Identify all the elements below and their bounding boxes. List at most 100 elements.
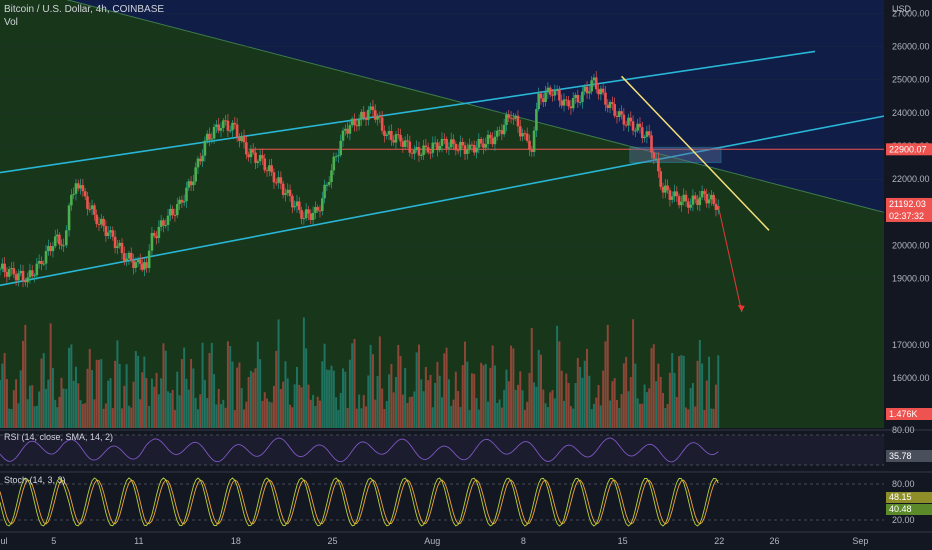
candle-body	[70, 194, 73, 206]
volume-bar	[526, 401, 529, 428]
volume-bar	[606, 324, 609, 428]
candle-body	[486, 134, 490, 145]
volume-bar	[369, 344, 372, 428]
candle-body	[537, 93, 540, 110]
volume-bar	[544, 403, 547, 428]
candle-body	[302, 218, 306, 220]
volume-bar	[217, 389, 220, 428]
candle-body	[569, 106, 573, 109]
candle-body	[634, 130, 637, 132]
candle-body	[263, 158, 267, 171]
volume-tick-label: 17000.00	[892, 340, 930, 350]
volume-bar	[312, 394, 315, 428]
price-tick-label: 22000.00	[892, 174, 930, 184]
volume-bar	[24, 324, 27, 428]
volume-bar	[406, 402, 409, 428]
volume-bar	[192, 368, 195, 428]
candle-body	[10, 268, 13, 270]
candle-body	[583, 86, 587, 92]
candle-body	[599, 88, 603, 95]
candle-body	[410, 152, 414, 154]
candle-body	[339, 140, 343, 156]
candle-body	[387, 130, 391, 135]
volume-bar	[546, 407, 549, 428]
candle-body	[689, 204, 692, 208]
volume-bar	[618, 407, 621, 428]
candle-body	[484, 144, 488, 148]
volume-bar	[583, 360, 586, 428]
candle-body	[175, 204, 179, 216]
volume-bar	[38, 391, 41, 428]
volume-bar	[134, 351, 137, 428]
volume-bar	[636, 398, 639, 428]
candle-body	[0, 268, 2, 270]
candle-body	[109, 230, 112, 233]
volume-bar	[298, 384, 301, 428]
volume-bar	[72, 380, 75, 428]
volume-bar	[17, 403, 20, 428]
candle-body	[364, 117, 368, 120]
volume-bar	[1, 363, 4, 428]
volume-bar	[187, 389, 190, 428]
candle-body	[93, 205, 96, 215]
projection-arrow	[717, 205, 743, 312]
candle-body	[516, 115, 520, 127]
volume-bar	[0, 380, 1, 428]
candle-body	[489, 134, 492, 139]
volume-bar	[399, 356, 402, 428]
volume-bar	[222, 399, 225, 428]
candle-body	[403, 140, 407, 147]
volume-bar	[710, 408, 713, 428]
candle-body	[72, 193, 75, 195]
candle-body	[670, 196, 674, 200]
candle-body	[286, 189, 290, 194]
candle-body	[47, 245, 50, 252]
volume-bar	[512, 348, 515, 428]
candle-body	[145, 262, 148, 269]
candle-body	[576, 94, 580, 103]
volume-bar	[309, 399, 312, 428]
candle-body	[470, 144, 474, 146]
volume-bar	[514, 389, 517, 428]
volume-bar	[378, 336, 381, 428]
candle-body	[512, 118, 515, 120]
candle-body	[417, 147, 421, 156]
candle-body	[581, 91, 584, 102]
volume-bar	[648, 388, 651, 428]
volume-bar	[516, 384, 519, 428]
candle-body	[147, 250, 151, 269]
volume-bar	[26, 399, 29, 428]
volume-bar	[454, 371, 457, 428]
volume-bar	[521, 390, 524, 428]
candle-body	[116, 246, 119, 249]
volume-bar	[491, 345, 494, 428]
volume-bar	[107, 380, 110, 428]
volume-bar	[150, 378, 153, 428]
volume-bar	[714, 384, 717, 428]
volume-bar	[238, 362, 241, 428]
volume-bar	[330, 365, 333, 428]
candle-body	[245, 142, 248, 155]
volume-bar	[556, 325, 559, 428]
candle-body	[164, 224, 168, 226]
candle-body	[42, 263, 46, 265]
candle-body	[454, 143, 458, 151]
candle-body	[79, 185, 82, 189]
candle-body	[288, 189, 292, 197]
volume-bar	[473, 373, 476, 428]
stoch-d-tag: 40.48	[889, 504, 912, 514]
candle-body	[627, 117, 630, 126]
candle-body	[194, 167, 197, 182]
volume-bar	[279, 388, 282, 428]
volume-bar	[500, 407, 503, 428]
candle-body	[210, 138, 214, 140]
volume-bar	[263, 392, 266, 428]
candle-body	[60, 244, 63, 246]
candle-body	[675, 191, 679, 197]
candle-body	[422, 145, 425, 155]
candle-body	[222, 120, 225, 129]
volume-bar	[415, 352, 418, 428]
volume-bar	[79, 400, 82, 428]
volume-bar	[86, 368, 89, 428]
